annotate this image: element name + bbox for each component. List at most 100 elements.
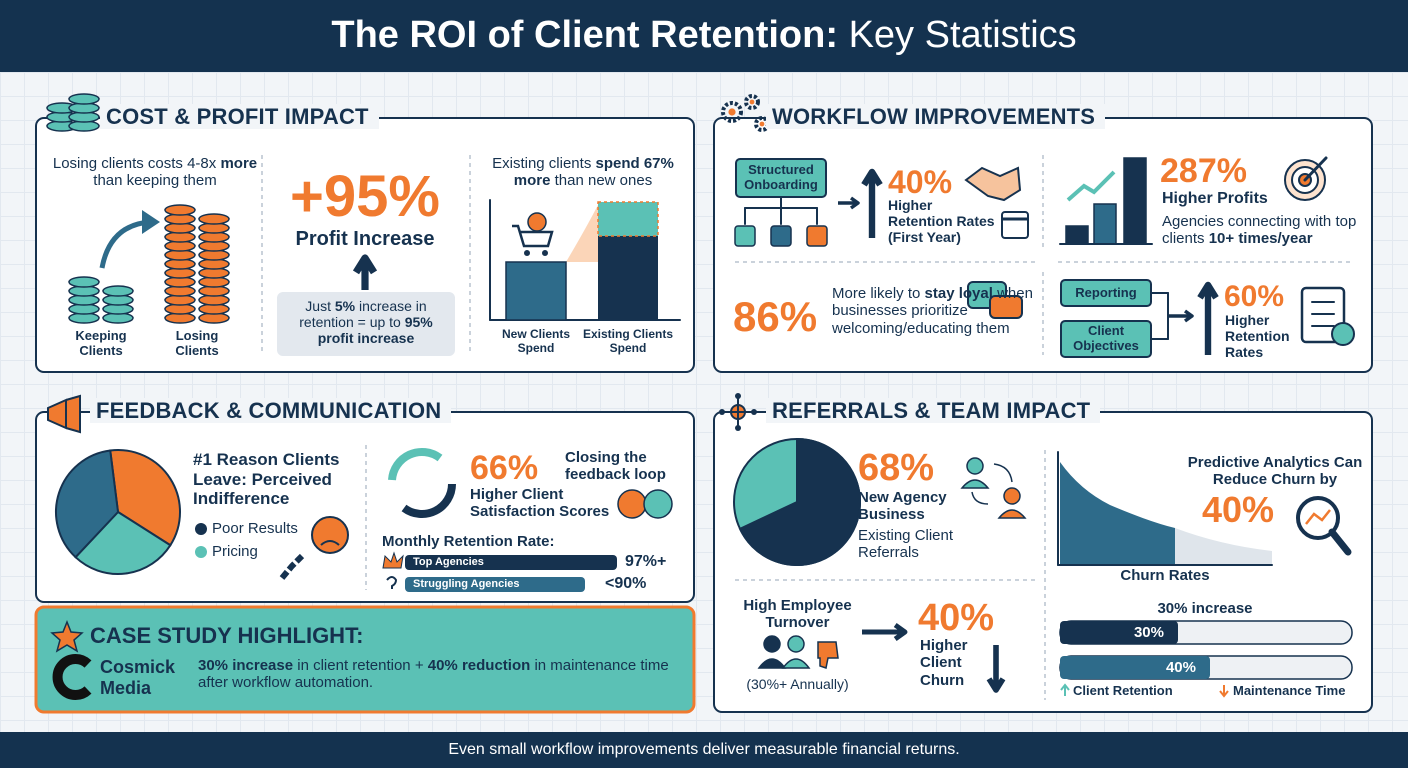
case-heading: CASE STUDY HIGHLIGHT: (90, 623, 364, 648)
profits-label: Higher Profits (1162, 190, 1268, 207)
crown-icon (382, 551, 404, 569)
section-heading: COST & PROFIT IMPACT (100, 104, 379, 130)
trend-line (1066, 170, 1116, 202)
arrow-icon (838, 196, 860, 210)
step-box (770, 225, 792, 247)
loyal-text: More likely to stay loyal when businesse… (832, 285, 1037, 337)
bars-title: 30% increase (1157, 600, 1253, 617)
churn-area (1175, 528, 1272, 564)
analytics-text: Predictive Analytics Can Reduce Churn by (1187, 454, 1363, 489)
profit-bar (1123, 157, 1147, 245)
coin (68, 93, 100, 105)
reporting-value: 60% (1224, 280, 1285, 313)
arrow-head (142, 210, 160, 234)
case-text: 30% increase in client retention + 40% r… (198, 657, 684, 692)
smile-icon (643, 489, 673, 519)
onboarding-label: Higher Retention Rates (First Year) (888, 197, 995, 246)
text-bold: 30% increase (198, 657, 294, 674)
text-part: Existing clients (492, 155, 592, 172)
legend-label: Maintenance Time (1233, 683, 1346, 698)
footer-text: Even small workflow improvements deliver… (448, 741, 960, 758)
profits-value: 287% (1160, 152, 1247, 190)
gear-icon (721, 101, 743, 123)
text-part: when businesses prioritize welcoming/edu… (832, 285, 1033, 337)
churn-area (1060, 462, 1175, 564)
connector (1328, 528, 1352, 556)
coin (102, 285, 134, 297)
coin-label: Losing Clients (175, 328, 219, 358)
churn-label: Churn Rates (1120, 567, 1210, 584)
connector (1303, 156, 1328, 182)
text-part: in maintenance time after workflow autom… (198, 657, 669, 692)
turnover-text: High Employee Turnover (743, 597, 852, 632)
text-bold: 10+ times/year (1208, 230, 1313, 248)
reason-text: #1 Reason Clients Leave: Perceived Indif… (193, 450, 340, 509)
coin (198, 213, 230, 225)
rate-value: <90% (605, 575, 647, 592)
loop-text: Closing the feedback loop (565, 449, 666, 484)
agency-label: New Agency Business (858, 489, 947, 524)
satisfaction-label: Higher Client Satisfaction Scores (470, 486, 610, 521)
cost-text: Losing clients costs 4-8x more than keep… (50, 155, 260, 190)
text-bold: more (513, 172, 551, 190)
company-name: Cosmick Media (100, 657, 176, 698)
legend-label: Client Retention (1073, 683, 1173, 698)
rate-bar: Top Agencies (405, 555, 617, 570)
onboarding-box: Structured Onboarding (735, 158, 827, 198)
gear-center (749, 99, 755, 105)
legend-label: Pricing (212, 543, 258, 560)
cart-wheel (542, 250, 548, 256)
profit-bar (1065, 225, 1089, 245)
section-heading: FEEDBACK & COMMUNICATION (90, 398, 452, 424)
text-bold: more (220, 155, 258, 172)
person-body (997, 509, 1027, 519)
arrow-icon (861, 168, 883, 238)
spend-bar-top (597, 201, 659, 237)
text-part: than keeping them (93, 172, 217, 190)
churn-text: Higher Client Churn (920, 637, 968, 689)
network-node (735, 425, 741, 431)
cart-wheel (524, 250, 530, 256)
handshake-icon (964, 166, 1022, 202)
magnifier-trend (1305, 509, 1331, 525)
text-part: increase in retention = up to (299, 298, 427, 331)
pie-slice (738, 437, 861, 566)
arrow-icon (1168, 309, 1194, 323)
arrow-icon (862, 623, 908, 641)
smile-icon (617, 489, 647, 519)
objectives-box: Client Objectives (1060, 320, 1152, 358)
text-part: More likely to (832, 285, 921, 302)
gear-center (728, 108, 736, 116)
chain-icon (279, 553, 305, 580)
spend-bar (598, 236, 658, 320)
profit-bar (1093, 203, 1117, 245)
sad-face (311, 516, 349, 554)
arrow-icon (986, 645, 1006, 693)
person-icon (787, 635, 805, 653)
megaphone-icon (47, 394, 81, 434)
chat-icon (989, 295, 1023, 319)
panel (34, 605, 696, 714)
spend-label: New Clients Spend (501, 327, 570, 355)
section-heading: REFERRALS & TEAM IMPACT (766, 398, 1101, 424)
progress-bar: 30% (1060, 621, 1178, 644)
spend-flow (566, 205, 598, 262)
network-node (719, 409, 725, 415)
coin-icon (527, 212, 547, 232)
person-icon (1003, 487, 1021, 505)
cart-icon (512, 224, 554, 248)
coin (68, 276, 100, 288)
coin (164, 204, 196, 216)
person-body (960, 479, 990, 489)
rate-value: 97%+ (625, 553, 667, 570)
cycle-arrow (401, 483, 456, 518)
churn-value: 40% (918, 597, 995, 639)
legend-arrow (1060, 683, 1070, 696)
profits-text: Agencies connecting with top clients 10+… (1162, 213, 1362, 248)
profit-note: Just 5% increase in retention = up to 95… (283, 298, 449, 346)
title-bold: The ROI of Client Retention: (331, 14, 838, 56)
legend-dot (195, 546, 207, 558)
text-bold: 5% (334, 298, 356, 314)
